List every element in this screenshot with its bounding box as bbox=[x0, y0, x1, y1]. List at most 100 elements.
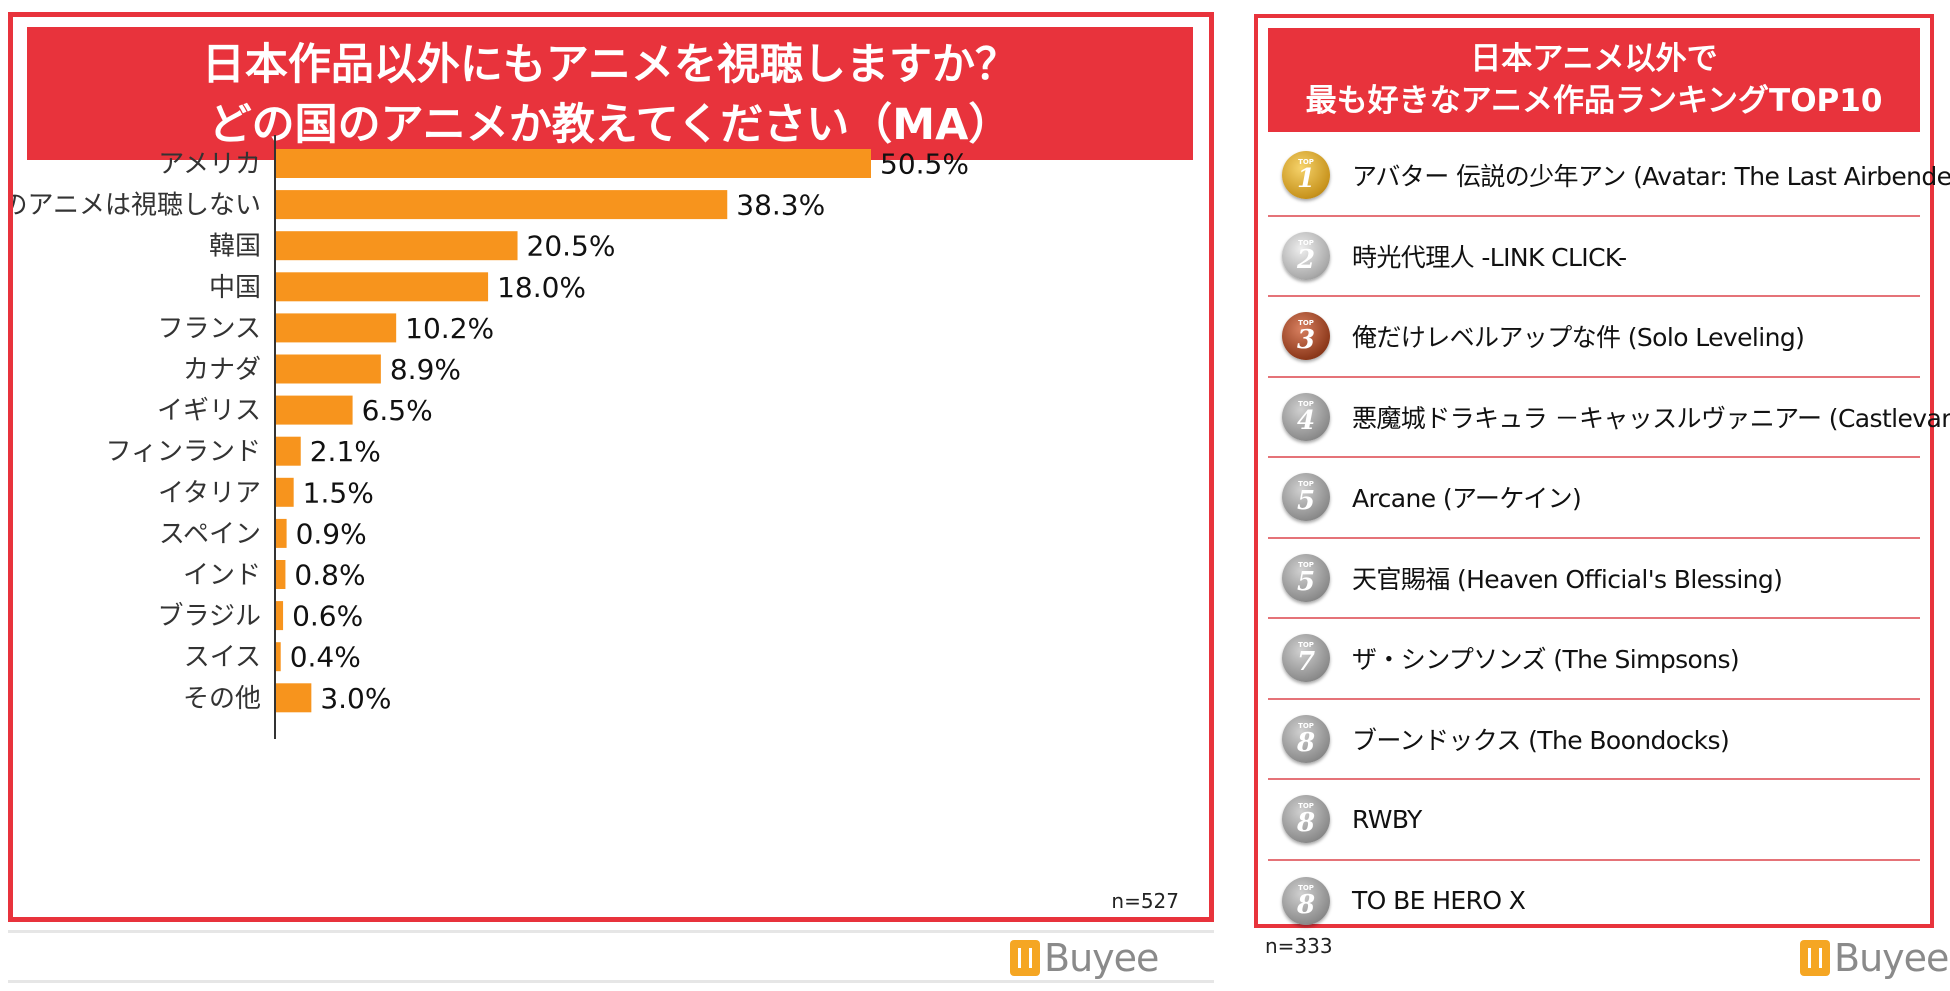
divider-line bbox=[8, 980, 1214, 983]
ranking-row: TOP 4 悪魔城ドラキュラ －キャッスルヴァニアー (Castlevania) bbox=[1268, 378, 1950, 458]
medal-icon: TOP 5 bbox=[1282, 553, 1330, 602]
value-label: 20.5% bbox=[527, 230, 616, 263]
bar bbox=[276, 683, 312, 713]
chart-title: 日本作品以外にもアニメを視聴しますか？ どの国のアニメか教えてください（MA） bbox=[27, 27, 1193, 160]
ranking-title: 日本アニメ以外で 最も好きなアニメ作品ランキングTOP10 bbox=[1268, 28, 1920, 132]
buyee-logo-icon bbox=[1010, 940, 1040, 976]
category-label: イギリス bbox=[157, 396, 261, 426]
value-label: 50.5% bbox=[880, 148, 969, 181]
value-label: 0.6% bbox=[292, 600, 363, 633]
medal-icon: TOP 2 bbox=[1282, 231, 1330, 280]
ranking-row: TOP 1 アバター 伝説の少年アン (Avatar: The Last Air… bbox=[1268, 136, 1950, 217]
anime-title: 時光代理人 -LINK CLICK- bbox=[1352, 242, 1627, 272]
bar bbox=[276, 231, 518, 261]
category-label: 日本以外のアニメは視聴しない bbox=[13, 191, 261, 221]
buyee-logo: Buyee bbox=[1800, 936, 1949, 980]
rank-number: 8 bbox=[1296, 889, 1316, 920]
ranking-row: TOP 7 ザ・シンプソンズ (The Simpsons) bbox=[1268, 619, 1920, 700]
category-label: その他 bbox=[183, 684, 261, 714]
ranking-title-line2: 最も好きなアニメ作品ランキングTOP10 bbox=[1305, 83, 1883, 119]
value-label: 38.3% bbox=[736, 189, 825, 222]
anime-title: ブーンドックス (The Boondocks) bbox=[1352, 725, 1730, 755]
medal-icon: TOP 8 bbox=[1282, 876, 1330, 925]
medal-icon: TOP 3 bbox=[1282, 312, 1330, 361]
right-ranking-panel: 日本アニメ以外で 最も好きなアニメ作品ランキングTOP10 TOP 1 アバター… bbox=[1254, 14, 1950, 928]
value-label: 0.9% bbox=[296, 517, 367, 550]
medal-icon: TOP 8 bbox=[1282, 795, 1330, 844]
value-label: 1.5% bbox=[303, 476, 374, 509]
left-chart-panel: 日本作品以外にもアニメを視聴しますか？ どの国のアニメか教えてください（MA） … bbox=[8, 12, 1214, 922]
value-label: 0.4% bbox=[290, 641, 361, 674]
anime-title: 天官賜福 (Heaven Official's Blessing) bbox=[1352, 564, 1783, 594]
value-label: 18.0% bbox=[497, 271, 586, 304]
bar bbox=[276, 354, 381, 384]
medal-icon: TOP 4 bbox=[1282, 392, 1330, 441]
category-label: 韓国 bbox=[209, 232, 261, 262]
category-label: スイス bbox=[184, 643, 261, 673]
category-label: アメリカ bbox=[158, 150, 261, 180]
buyee-logo-text: Buyee bbox=[1834, 936, 1949, 980]
medal-icon: TOP 5 bbox=[1282, 473, 1330, 522]
category-label: 中国 bbox=[209, 273, 261, 303]
bar bbox=[276, 601, 284, 631]
bar bbox=[276, 149, 871, 178]
sample-size-label: n=527 bbox=[1111, 889, 1179, 913]
buyee-logo: Buyee bbox=[1010, 936, 1159, 980]
rank-number: 4 bbox=[1296, 405, 1316, 436]
bar-chart: アメリカ 50.5% 日本以外のアニメは視聴しない 38.3% 韓国 20.5% 中国 18.… bbox=[13, 135, 969, 739]
anime-title: TO BE HERO X bbox=[1352, 886, 1526, 916]
ranking-title-line1: 日本アニメ以外で bbox=[1470, 41, 1718, 77]
category-label: イタリア bbox=[158, 478, 261, 508]
ranking-row: TOP 2 時光代理人 -LINK CLICK- bbox=[1268, 217, 1920, 297]
anime-title: 悪魔城ドラキュラ －キャッスルヴァニアー (Castlevania) bbox=[1352, 403, 1950, 433]
medal-icon: TOP 8 bbox=[1282, 714, 1330, 763]
ranking-row: TOP 8 TO BE HERO X bbox=[1268, 861, 1920, 942]
bar bbox=[276, 436, 301, 466]
bar bbox=[276, 642, 281, 672]
rank-number: 8 bbox=[1296, 727, 1316, 758]
value-label: 8.9% bbox=[390, 353, 461, 386]
anime-title: アバター 伝説の少年アン (Avatar: The Last Airbender… bbox=[1352, 162, 1950, 192]
ranking-row: TOP 5 Arcane (アーケイン) bbox=[1268, 458, 1920, 539]
ranking-row: TOP 3 俺だけレベルアップな件 (Solo Leveling) bbox=[1268, 297, 1920, 378]
category-label: フランス bbox=[158, 314, 261, 344]
bar bbox=[276, 190, 728, 220]
bar bbox=[276, 272, 489, 302]
category-label: カナダ bbox=[183, 355, 261, 385]
rank-number: 1 bbox=[1296, 164, 1316, 195]
rank-number: 8 bbox=[1296, 808, 1316, 839]
ranking-list: TOP 1 アバター 伝説の少年アン (Avatar: The Last Air… bbox=[1268, 136, 1950, 942]
divider-line bbox=[8, 930, 1214, 933]
ranking-row: TOP 8 RWBY bbox=[1268, 780, 1920, 861]
value-label: 0.8% bbox=[294, 559, 365, 592]
rank-number: 2 bbox=[1296, 244, 1316, 275]
bar bbox=[276, 313, 397, 343]
buyee-logo-text: Buyee bbox=[1044, 936, 1159, 980]
value-label: 10.2% bbox=[405, 312, 494, 345]
category-label: インド bbox=[183, 561, 261, 591]
bar bbox=[276, 560, 286, 589]
anime-title: RWBY bbox=[1352, 804, 1422, 834]
medal-icon: TOP 7 bbox=[1282, 634, 1330, 683]
value-label: 2.1% bbox=[310, 435, 381, 468]
bar bbox=[276, 518, 287, 548]
sample-size-label: n=333 bbox=[1265, 934, 1333, 958]
category-label: スペイン bbox=[159, 519, 261, 549]
anime-title: 俺だけレベルアップな件 (Solo Leveling) bbox=[1352, 323, 1805, 353]
value-label: 6.5% bbox=[362, 394, 433, 427]
buyee-logo-icon bbox=[1800, 940, 1830, 976]
value-label: 3.0% bbox=[320, 682, 391, 715]
chart-title-line1: 日本作品以外にもアニメを視聴しますか？ bbox=[201, 40, 1019, 90]
rank-number: 5 bbox=[1296, 486, 1316, 517]
anime-title: ザ・シンプソンズ (The Simpsons) bbox=[1352, 645, 1740, 675]
medal-icon: TOP 1 bbox=[1282, 151, 1330, 200]
bar bbox=[276, 395, 353, 425]
rank-number: 3 bbox=[1296, 325, 1316, 356]
ranking-row: TOP 8 ブーンドックス (The Boondocks) bbox=[1268, 700, 1920, 780]
rank-number: 7 bbox=[1296, 647, 1316, 678]
chart-title-line2: どの国のアニメか教えてください（MA） bbox=[208, 100, 1012, 150]
rank-number: 5 bbox=[1296, 566, 1316, 597]
anime-title: Arcane (アーケイン) bbox=[1352, 484, 1582, 514]
category-label: フィンランド bbox=[106, 437, 261, 467]
category-label: ブラジル bbox=[158, 602, 261, 632]
